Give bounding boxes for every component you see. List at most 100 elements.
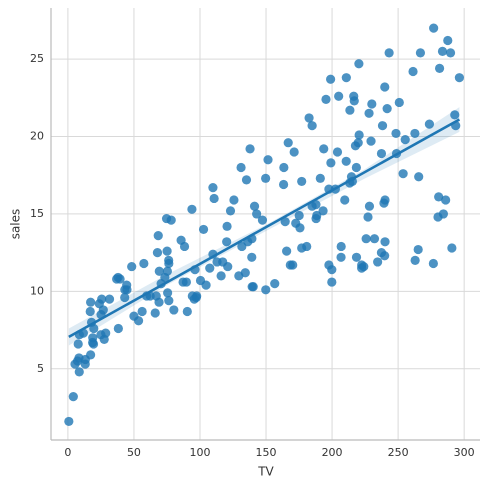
point — [154, 266, 164, 276]
point — [225, 206, 236, 216]
point — [96, 330, 106, 340]
point — [120, 292, 130, 303]
point — [261, 285, 271, 295]
point — [366, 136, 376, 146]
point — [169, 305, 179, 315]
y-tick-label: 15 — [30, 207, 44, 220]
point — [85, 306, 95, 317]
point — [152, 248, 163, 258]
point — [236, 162, 246, 173]
point — [441, 195, 451, 205]
point — [261, 173, 271, 183]
point — [398, 169, 408, 179]
point — [434, 63, 445, 73]
point — [410, 128, 420, 139]
point — [304, 113, 314, 123]
point — [201, 280, 211, 290]
point — [178, 277, 188, 287]
point — [222, 221, 232, 231]
point — [270, 279, 280, 289]
point — [68, 392, 78, 402]
point — [438, 209, 449, 219]
point — [139, 258, 149, 269]
point — [160, 272, 170, 283]
x-tick-label: 0 — [64, 446, 71, 459]
point — [326, 158, 336, 168]
y-tick-label: 20 — [30, 130, 44, 143]
point — [297, 176, 307, 187]
point — [113, 323, 123, 334]
point — [283, 138, 293, 148]
point — [98, 305, 108, 315]
point — [341, 156, 351, 166]
point — [380, 82, 390, 92]
point — [410, 255, 420, 265]
point — [216, 271, 226, 281]
point — [289, 147, 299, 157]
point — [137, 306, 147, 317]
point — [377, 121, 388, 131]
point — [454, 73, 464, 83]
point — [408, 66, 418, 77]
point — [307, 121, 317, 131]
point — [336, 252, 346, 262]
point — [321, 94, 331, 104]
point — [97, 294, 107, 304]
point — [122, 285, 132, 295]
point — [363, 212, 373, 222]
point — [354, 130, 364, 140]
point — [229, 195, 239, 205]
point — [187, 204, 197, 214]
point — [240, 268, 250, 278]
point — [115, 274, 125, 284]
x-tick-label: 100 — [189, 446, 210, 459]
point — [447, 243, 457, 253]
point — [434, 192, 444, 202]
point — [332, 147, 343, 157]
point — [394, 97, 404, 108]
point — [380, 237, 390, 247]
point — [376, 148, 387, 159]
point — [429, 23, 439, 33]
point — [364, 108, 374, 118]
point — [319, 144, 329, 154]
point — [198, 224, 209, 235]
point — [208, 183, 218, 193]
point — [64, 416, 74, 427]
point — [380, 251, 390, 261]
point — [74, 353, 84, 363]
point — [218, 257, 228, 267]
point — [162, 246, 172, 256]
point — [247, 282, 257, 292]
point — [326, 74, 336, 84]
point — [247, 252, 257, 262]
point — [341, 73, 351, 83]
point — [384, 48, 394, 58]
point — [86, 297, 96, 307]
point — [443, 35, 453, 46]
x-tick-label: 300 — [454, 446, 475, 459]
point — [291, 218, 301, 228]
x-axis-label: TV — [257, 465, 274, 479]
point — [73, 339, 83, 349]
point — [104, 294, 115, 304]
point — [187, 291, 197, 301]
point — [205, 263, 215, 273]
point — [354, 59, 364, 69]
point — [311, 200, 321, 210]
point — [382, 104, 392, 114]
point — [413, 244, 423, 255]
point — [241, 175, 252, 185]
x-tick-label: 150 — [256, 446, 277, 459]
point — [176, 235, 186, 245]
point — [153, 231, 163, 241]
point — [282, 246, 292, 256]
point — [336, 241, 346, 252]
point — [257, 215, 268, 225]
point — [414, 172, 424, 182]
point — [340, 195, 350, 205]
point — [89, 323, 99, 334]
y-axis-label: sales — [9, 209, 23, 240]
y-tick-label: 10 — [30, 284, 44, 297]
point — [80, 359, 90, 369]
